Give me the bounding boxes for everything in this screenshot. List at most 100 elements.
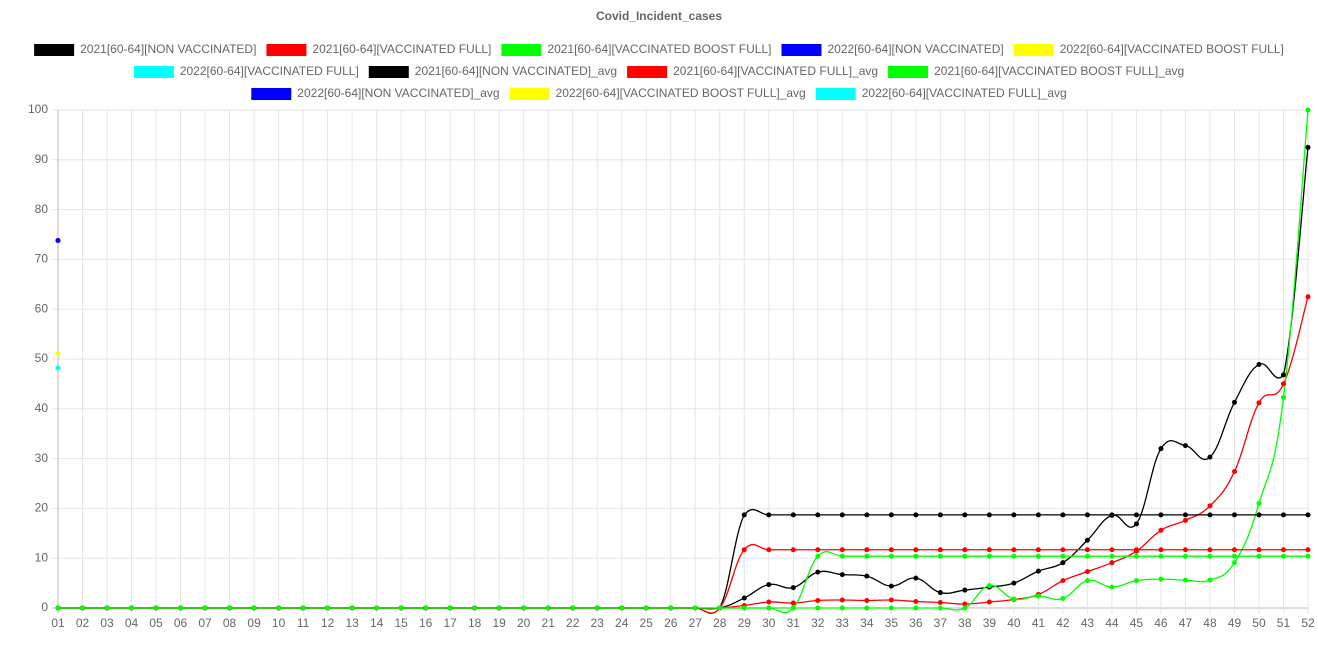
data-point (790, 585, 796, 591)
series-line (57, 551, 1308, 614)
data-point (1060, 578, 1066, 584)
x-tick-label: 26 (664, 616, 678, 630)
data-point (104, 605, 110, 611)
data-point (1011, 512, 1017, 518)
x-tick-label: 47 (1179, 616, 1193, 630)
data-point (1207, 553, 1213, 559)
data-point (839, 512, 845, 518)
x-tick-label: 42 (1056, 616, 1070, 630)
data-point (766, 605, 772, 611)
data-point (913, 547, 919, 553)
x-tick-label: 44 (1105, 616, 1119, 630)
x-tick-label: 18 (468, 616, 482, 630)
y-tick-label: 70 (35, 252, 49, 266)
data-point (1158, 527, 1164, 533)
data-point (937, 553, 943, 559)
data-point (692, 605, 698, 611)
legend-item: 2021[60-64][VACCINATED BOOST FULL]_avg (888, 64, 1184, 78)
x-tick-label: 50 (1252, 616, 1266, 630)
legend-label: 2021[60-64][VACCINATED FULL] (312, 42, 491, 56)
data-point (227, 605, 233, 611)
data-point (888, 547, 894, 553)
data-point (1305, 512, 1311, 518)
legend-item: 2022[60-64][NON VACCINATED] (781, 42, 1004, 56)
data-point (1207, 577, 1213, 583)
y-tick-label: 100 (28, 102, 48, 116)
x-tick-label: 10 (272, 616, 286, 630)
x-tick-label: 02 (76, 616, 90, 630)
legend-label: 2021[60-64][VACCINATED BOOST FULL] (547, 42, 771, 56)
data-point (1035, 568, 1041, 574)
data-point (962, 601, 968, 607)
data-point (937, 590, 943, 596)
legend-swatch (1013, 44, 1054, 56)
x-tick-label: 52 (1301, 616, 1315, 630)
x-tick-label: 25 (640, 616, 654, 630)
data-point (325, 605, 331, 611)
x-tick-label: 46 (1154, 616, 1168, 630)
data-point (839, 597, 845, 603)
x-tick-label: 03 (100, 616, 114, 630)
data-point (1256, 361, 1262, 367)
data-point (937, 600, 943, 606)
series-line (57, 147, 1309, 610)
data-point (888, 553, 894, 559)
data-point (1084, 578, 1090, 584)
legend-swatch (501, 44, 542, 56)
data-point (496, 605, 502, 611)
legend-swatch (815, 88, 856, 100)
data-point (790, 600, 796, 606)
data-point (1060, 596, 1066, 602)
y-tick-label: 40 (35, 401, 49, 415)
data-point (153, 605, 159, 611)
series-line (57, 296, 1309, 609)
x-tick-label: 48 (1203, 616, 1217, 630)
data-point (1231, 399, 1237, 405)
data-point (1231, 547, 1237, 553)
data-point (1182, 443, 1188, 449)
data-point (864, 547, 870, 553)
data-point (1280, 547, 1286, 553)
data-point (864, 512, 870, 518)
data-point (741, 512, 747, 518)
data-point (766, 512, 772, 518)
y-tick-label: 50 (35, 351, 49, 365)
data-point (913, 575, 919, 581)
legend-swatch (368, 66, 409, 78)
x-tick-label: 09 (247, 616, 261, 630)
legend-item: 2021[60-64][VACCINATED BOOST FULL] (501, 42, 771, 56)
data-point (1280, 512, 1286, 518)
data-point (1280, 553, 1286, 559)
data-point (1207, 512, 1213, 518)
data-point (1109, 560, 1115, 566)
data-point (986, 512, 992, 518)
data-point (888, 597, 894, 603)
data-point (913, 512, 919, 518)
data-point (521, 605, 527, 611)
data-point (1060, 553, 1066, 559)
data-point (1011, 547, 1017, 553)
x-tick-label: 43 (1081, 616, 1095, 630)
x-tick-label: 13 (345, 616, 359, 630)
data-point (1280, 394, 1286, 400)
data-point (1305, 553, 1311, 559)
data-point (815, 605, 821, 611)
data-point (1256, 512, 1262, 518)
x-tick-label: 27 (689, 616, 703, 630)
data-point (1158, 446, 1164, 452)
data-point (1158, 512, 1164, 518)
data-point (1182, 547, 1188, 553)
data-point (815, 553, 821, 559)
data-point (937, 605, 943, 611)
data-point (864, 605, 870, 611)
x-tick-label: 01 (51, 616, 65, 630)
legend-item: 2022[60-64][VACCINATED BOOST FULL]_avg (509, 86, 806, 100)
x-tick-label: 05 (149, 616, 163, 630)
x-tick-label: 31 (787, 616, 801, 630)
data-point (986, 583, 992, 589)
data-point (1084, 547, 1090, 553)
x-tick-label: 04 (125, 616, 139, 630)
data-point (937, 512, 943, 518)
x-tick-label: 17 (443, 616, 457, 630)
